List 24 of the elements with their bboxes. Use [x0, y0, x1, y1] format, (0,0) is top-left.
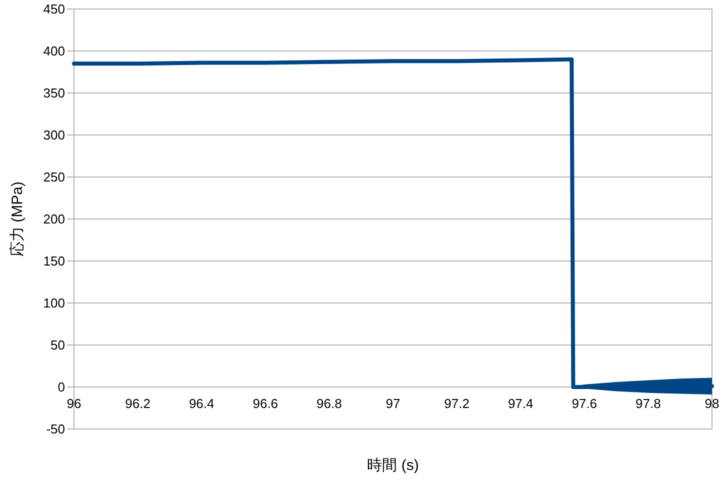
x-tick-label: 97.2	[444, 396, 470, 411]
y-tick-label: -50	[46, 422, 65, 436]
x-tick-label: 97	[386, 396, 400, 411]
x-axis-title: 時間 (s)	[367, 457, 419, 474]
y-tick-label: 450	[43, 2, 65, 16]
y-tick-label: 100	[43, 296, 65, 310]
y-tick-label: 300	[43, 128, 65, 142]
x-tick-label: 96.2	[125, 396, 150, 411]
x-tick-label: 97.6	[572, 396, 598, 411]
y-tick-label: 50	[50, 338, 65, 352]
x-tick-label: 97.8	[636, 396, 661, 411]
y-tick-label: 150	[43, 254, 65, 268]
y-tick-label: 0	[58, 380, 65, 394]
x-tick-label: 96	[66, 396, 82, 411]
x-tick-label: 96.4	[188, 396, 214, 411]
y-tick-label: 250	[43, 170, 65, 184]
x-tick-label: 96.6	[252, 396, 278, 411]
x-tick-label: 96.8	[316, 396, 342, 411]
x-tick-label: 97.4	[508, 396, 534, 411]
y-tick-label: 400	[43, 44, 65, 58]
y-tick-label: 200	[43, 212, 65, 226]
y-tick-label: 350	[43, 86, 65, 100]
x-tick-label: 98	[704, 396, 720, 411]
y-axis-title: 応力 (MPa)	[9, 181, 26, 256]
